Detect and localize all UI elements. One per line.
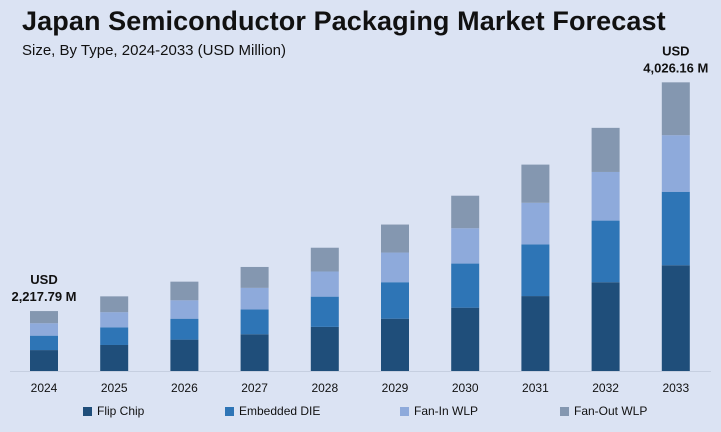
legend-label-fan-out-wlp: Fan-Out WLP <box>574 404 648 418</box>
bar-fan-in-wlp-2029 <box>381 252 409 283</box>
annotation-total-2033: 4,026.16 M <box>643 60 708 75</box>
bar-fan-out-wlp-2033 <box>661 82 690 136</box>
stacked-bar-chart: 2024 2025 2026 2027 2028 2029 2030 2031 2032 2033… <box>10 43 711 395</box>
bar-embedded-die-2025 <box>100 327 129 345</box>
bar-embedded-die-2030 <box>451 263 480 308</box>
bar-fan-out-wlp-2024 <box>30 311 58 324</box>
bar-flip-chip-2033 <box>661 265 690 371</box>
x-tick-label-2027: 2027 <box>241 381 268 395</box>
bar-embedded-die-2026 <box>170 318 199 340</box>
bar-fan-in-wlp-2024 <box>30 323 58 336</box>
bar-flip-chip-2029 <box>381 318 409 371</box>
bar-fan-out-wlp-2026 <box>170 281 199 301</box>
annotation-currency-2033: USD <box>662 43 689 58</box>
bar-flip-chip-2032 <box>591 282 620 371</box>
bar-embedded-die-2033 <box>661 191 690 266</box>
legend-item-flip-chip: Flip Chip <box>83 404 144 418</box>
x-tick-label-2029: 2029 <box>382 381 409 395</box>
bar-fan-in-wlp-2025 <box>100 312 129 328</box>
legend-label-flip-chip: Flip Chip <box>97 404 145 418</box>
bar-embedded-die-2031 <box>521 244 550 297</box>
x-tick-label-2032: 2032 <box>592 381 619 395</box>
bar-embedded-die-2027 <box>240 309 269 335</box>
legend-label-fan-in-wlp: Fan-In WLP <box>414 404 479 418</box>
bar-fan-in-wlp-2030 <box>451 228 480 264</box>
bar-fan-in-wlp-2026 <box>170 300 199 319</box>
bar-flip-chip-2024 <box>30 350 58 371</box>
bar-flip-chip-2025 <box>100 344 129 371</box>
bar-fan-out-wlp-2027 <box>240 266 269 288</box>
legend-swatch-fan-out-wlp <box>560 406 569 416</box>
legend-swatch-flip-chip <box>83 406 92 416</box>
bar-embedded-die-2024 <box>30 335 58 351</box>
bar-flip-chip-2028 <box>310 326 339 371</box>
chart-title: Japan Semiconductor Packaging Market For… <box>22 6 666 36</box>
x-tick-label-2031: 2031 <box>522 381 549 395</box>
bar-fan-out-wlp-2032 <box>591 127 620 172</box>
x-tick-label-2024: 2024 <box>31 381 58 395</box>
bar-embedded-die-2028 <box>310 296 339 327</box>
bar-fan-in-wlp-2033 <box>661 135 690 192</box>
bar-flip-chip-2030 <box>451 307 480 371</box>
bar-fan-out-wlp-2029 <box>381 224 409 253</box>
bar-flip-chip-2031 <box>521 296 550 371</box>
bar-embedded-die-2029 <box>381 282 409 319</box>
x-tick-label-2033: 2033 <box>662 381 689 395</box>
chart-subtitle: Size, By Type, 2024-2033 (USD Million) <box>22 42 287 59</box>
x-tick-label-2025: 2025 <box>101 381 128 395</box>
bar-fan-in-wlp-2031 <box>521 202 550 245</box>
legend-swatch-embedded-die <box>225 406 234 416</box>
bar-flip-chip-2026 <box>170 339 199 371</box>
legend-item-embedded-die: Embedded DIE <box>225 404 320 418</box>
bar-embedded-die-2032 <box>591 220 620 283</box>
bar-fan-out-wlp-2030 <box>451 195 480 229</box>
bar-flip-chip-2027 <box>240 334 269 371</box>
bar-fan-out-wlp-2025 <box>100 296 129 313</box>
annotation-total-2024: 2,217.79 M <box>11 289 76 304</box>
legend-item-fan-out-wlp: Fan-Out WLP <box>560 404 647 418</box>
annotation-currency-2024: USD <box>30 272 57 287</box>
bar-fan-in-wlp-2028 <box>310 271 339 297</box>
x-tick-label-2026: 2026 <box>171 381 198 395</box>
legend-item-fan-in-wlp: Fan-In WLP <box>400 404 478 418</box>
bar-fan-out-wlp-2028 <box>310 247 339 272</box>
legend-label-embedded-die: Embedded DIE <box>239 404 321 418</box>
legend-swatch-fan-in-wlp <box>400 406 409 416</box>
bar-fan-in-wlp-2027 <box>240 287 269 310</box>
bar-fan-out-wlp-2031 <box>521 164 550 203</box>
legend: Flip Chip Embedded DIE Fan-In WLP Fan-Ou… <box>0 404 721 424</box>
x-tick-label-2028: 2028 <box>311 381 338 395</box>
bar-fan-in-wlp-2032 <box>591 171 620 221</box>
x-tick-label-2030: 2030 <box>452 381 479 395</box>
